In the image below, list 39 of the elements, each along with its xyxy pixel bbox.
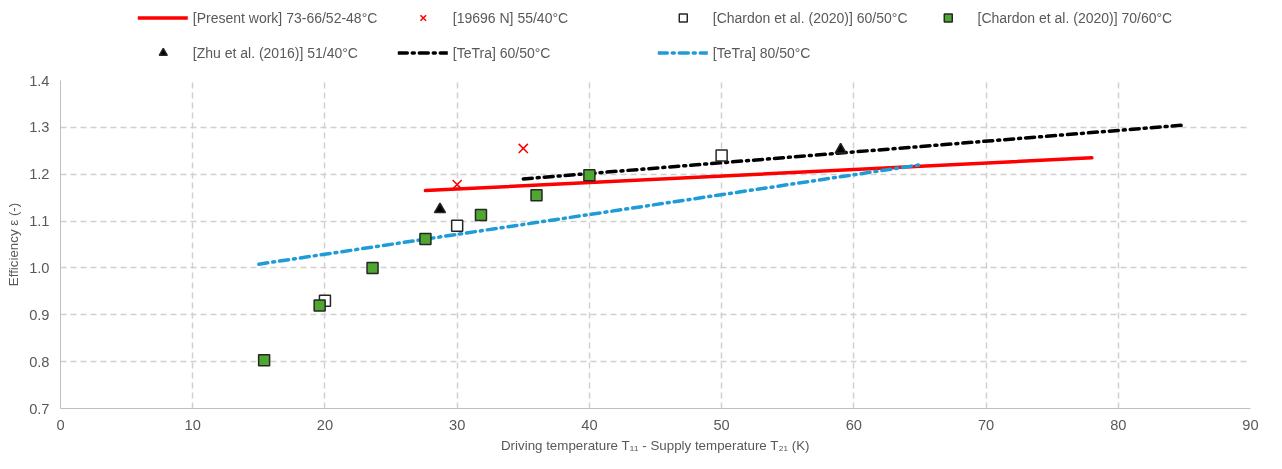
x-tick-label: 30 — [449, 416, 466, 433]
x-axis-title: Driving temperature T₁₁ - Supply temperature T₂₁ (K) — [500, 437, 810, 453]
x-tick-label: 60 — [845, 416, 862, 433]
y-tick-label: 1.0 — [29, 259, 50, 276]
y-tick-label: 1.3 — [29, 119, 50, 136]
y-tick-label: 1.2 — [29, 166, 50, 183]
point — [366, 261, 379, 275]
y-tick-label: 1.1 — [29, 213, 50, 230]
y-tick-label: 0.7 — [29, 400, 50, 417]
point — [450, 219, 464, 233]
x-tick-label: 90 — [1242, 416, 1259, 433]
y-tick-label: 0.8 — [29, 353, 50, 370]
x-tick-label: 40 — [581, 416, 598, 433]
point — [530, 189, 543, 202]
legend-label: [19696 N] 55/40°C — [452, 9, 570, 26]
y-tick-label: 0.9 — [29, 306, 50, 323]
x-tick-label: 80 — [1110, 416, 1127, 433]
x-tick-label: 50 — [713, 416, 730, 433]
point — [583, 168, 596, 182]
legend-label: [Chardon et al. (2020)] 70/60°C — [977, 9, 1173, 26]
x-tick-label: 10 — [184, 416, 201, 433]
x-tick-label: 0 — [56, 416, 65, 433]
legend-label: [TeTra] 60/50°C — [452, 44, 552, 61]
point — [715, 149, 728, 162]
point — [419, 232, 432, 246]
legend-label: [Present work] 73-66/52-48°C — [192, 9, 379, 26]
legend-label: [Chardon et al. (2020)] 60/50°C — [712, 9, 908, 26]
y-axis-title: Efficiency ε (-) — [6, 202, 22, 287]
x-tick-label: 20 — [316, 416, 334, 433]
legend-label: [TeTra] 80/50°C — [712, 44, 812, 61]
point — [517, 143, 529, 154]
legend-label: [Zhu et al. (2016)] 51/40°C — [192, 44, 359, 61]
y-tick-label: 1.4 — [29, 72, 50, 89]
point — [474, 208, 488, 222]
point — [834, 142, 847, 154]
point — [313, 299, 326, 312]
point — [433, 202, 447, 214]
x-tick-label: 70 — [977, 416, 995, 433]
point — [257, 353, 271, 367]
